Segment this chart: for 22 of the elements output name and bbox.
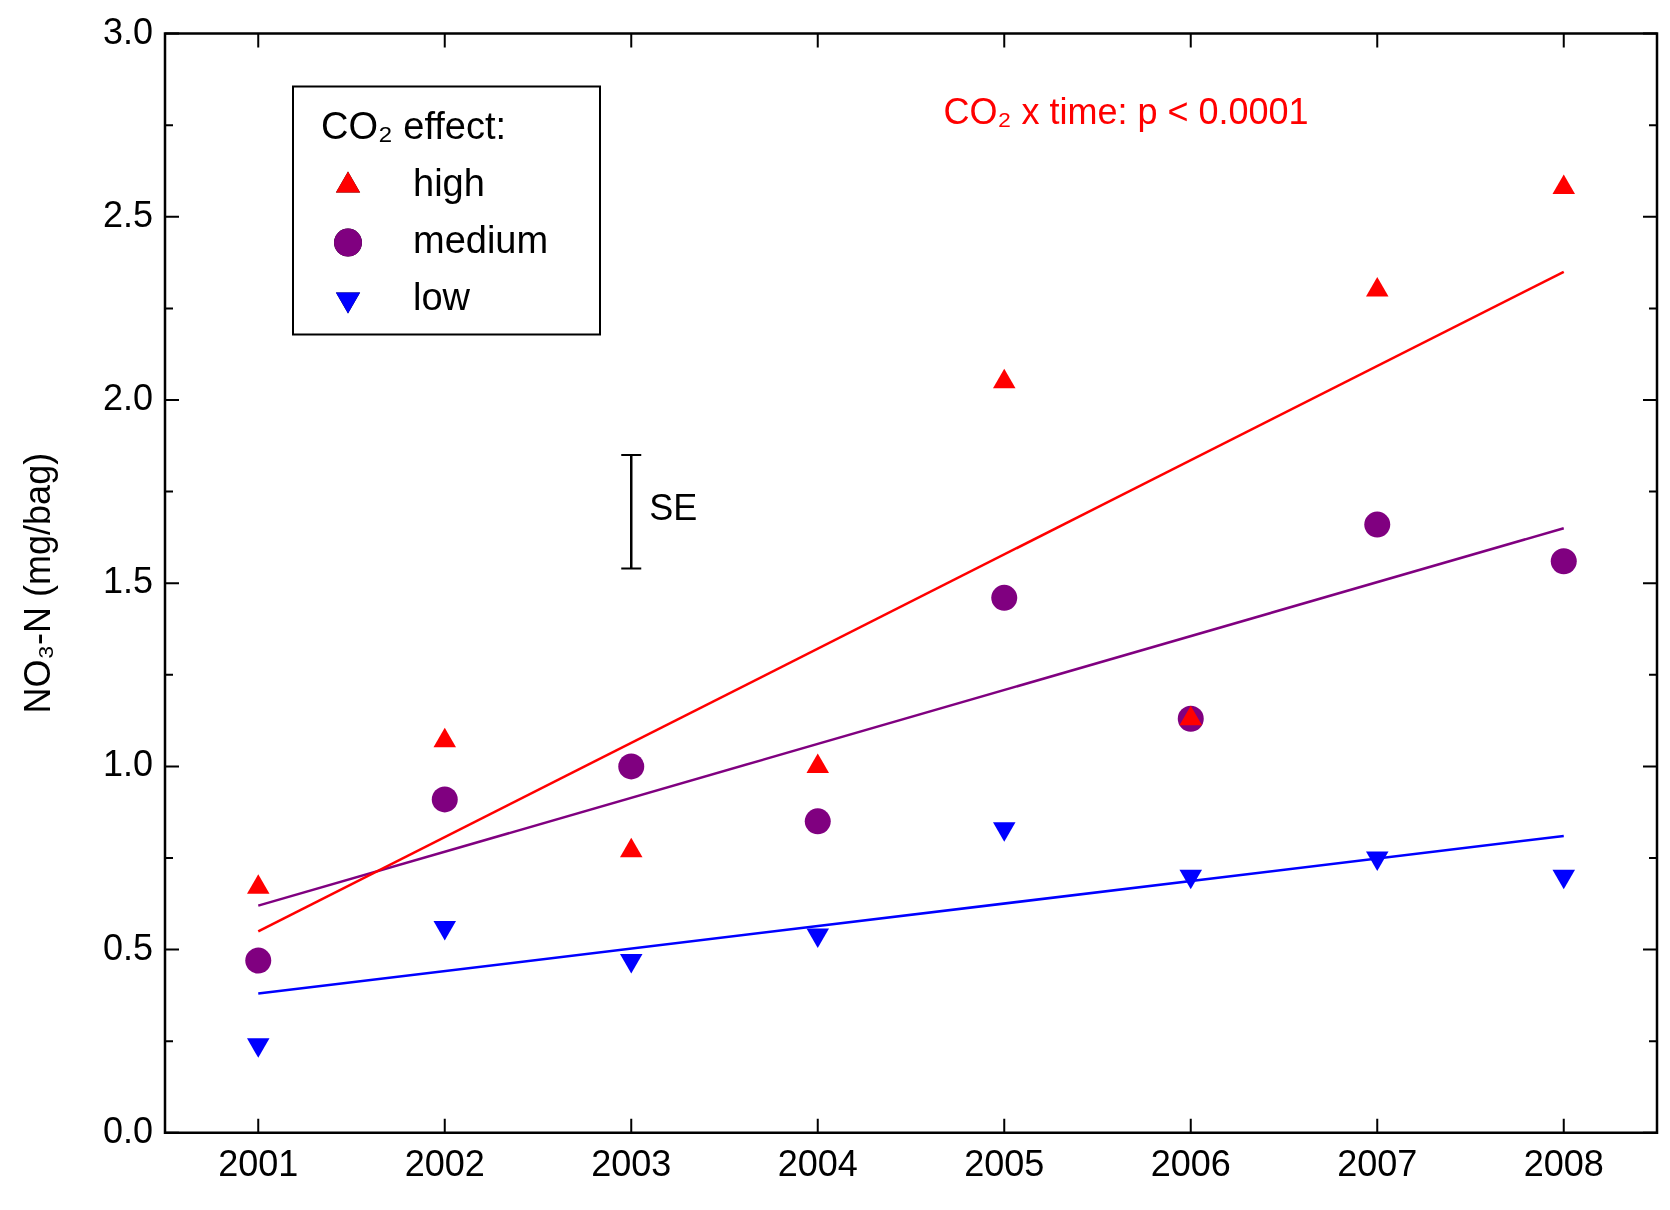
legend-label: medium <box>413 219 549 262</box>
x-tick-label: 2008 <box>1523 1143 1604 1185</box>
y-tick-label: 2.0 <box>102 376 153 418</box>
y-tick-label: 2.5 <box>102 193 153 235</box>
y-tick-label: 1.5 <box>102 560 153 602</box>
y-axis-title: NO₃-N (mg/bag) <box>16 452 58 714</box>
x-tick-label: 2002 <box>404 1143 485 1185</box>
x-tick-label: 2004 <box>777 1143 858 1185</box>
y-tick-label: 0.0 <box>102 1109 153 1151</box>
x-tick-label: 2007 <box>1337 1143 1418 1185</box>
x-tick-label: 2001 <box>218 1143 299 1185</box>
y-tick-label: 1.0 <box>102 743 153 785</box>
annotation: SE <box>649 486 698 528</box>
legend-label: low <box>413 276 471 319</box>
legend-title: CO₂ effect: <box>321 105 507 148</box>
annotation: CO₂ x time: p < 0.0001 <box>943 90 1309 132</box>
y-tick-label: 3.0 <box>102 10 153 52</box>
x-tick-label: 2003 <box>591 1143 672 1185</box>
y-tick-label: 0.5 <box>102 926 153 968</box>
x-tick-label: 2006 <box>1150 1143 1231 1185</box>
legend-label: high <box>413 162 485 205</box>
x-tick-label: 2005 <box>964 1143 1045 1185</box>
